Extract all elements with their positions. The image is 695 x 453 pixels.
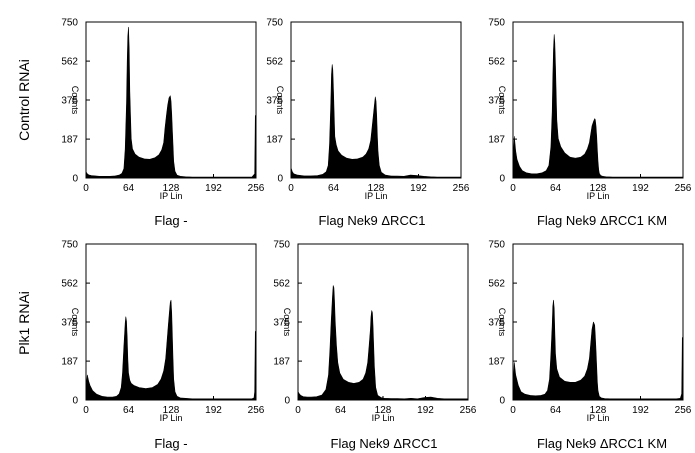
y-axis-label: Counts <box>70 86 80 115</box>
caption-flag-nek9-drcc1-km-row2: Flag Nek9 ΔRCC1 KM <box>537 436 667 451</box>
x-axis-label: IP Lin <box>587 191 610 201</box>
y-tick-label: 0 <box>499 396 505 407</box>
y-tick-label: 187 <box>488 135 505 146</box>
histogram-panels: 0 187 375 562 750 0 64 128 192 256 IP Lin Counts 0 18… <box>61 18 691 424</box>
histogram-fill <box>512 34 684 179</box>
x-tick-label: 128 <box>163 405 180 416</box>
plot-frame <box>512 243 684 401</box>
x-tick-label: 64 <box>550 183 562 194</box>
y-axis-label: Counts <box>497 308 507 337</box>
histogram-fill <box>512 299 684 401</box>
x-tick-label: 0 <box>288 183 294 194</box>
y-tick-label: 187 <box>488 357 505 368</box>
x-tick-label: 256 <box>453 183 470 194</box>
histogram-fill <box>290 64 462 179</box>
x-tick-label: 256 <box>675 405 692 416</box>
y-tick-label: 750 <box>61 240 78 251</box>
x-tick-label: 64 <box>550 405 562 416</box>
x-tick-label: 64 <box>335 405 347 416</box>
x-tick-label: 192 <box>205 183 222 194</box>
y-tick-label: 750 <box>61 18 78 29</box>
caption-flag-nek9-drcc1-row2: Flag Nek9 ΔRCC1 <box>331 436 438 451</box>
y-tick-label: 750 <box>488 18 505 29</box>
x-tick-label: 0 <box>83 405 89 416</box>
x-tick-label: 0 <box>510 183 516 194</box>
x-tick-label: 256 <box>248 405 265 416</box>
x-tick-label: 192 <box>632 405 649 416</box>
row-label-plk1-rnai: Plk1 RNAi <box>16 291 32 355</box>
x-tick-label: 192 <box>417 405 434 416</box>
x-axis-label: IP Lin <box>160 191 183 201</box>
y-tick-label: 375 <box>488 96 505 107</box>
x-tick-label: 64 <box>123 405 135 416</box>
x-tick-label: 64 <box>123 183 135 194</box>
x-tick-label: 256 <box>675 183 692 194</box>
y-tick-label: 0 <box>284 396 290 407</box>
x-tick-label: 128 <box>375 405 392 416</box>
y-tick-label: 562 <box>61 279 78 290</box>
row-label-control-rnai: Control RNAi <box>16 59 32 141</box>
x-tick-label: 0 <box>83 183 89 194</box>
y-tick-label: 750 <box>266 18 283 29</box>
x-tick-label: 128 <box>590 405 607 416</box>
histogram-panel: 0 187 375 562 750 0 64 128 192 256 IP Lin Counts <box>61 18 264 202</box>
y-tick-label: 0 <box>499 174 505 185</box>
y-tick-label: 0 <box>277 174 283 185</box>
y-axis-label: Counts <box>275 86 285 115</box>
histogram-panel: 0 187 375 562 750 0 64 128 192 256 IP Lin Counts <box>273 240 476 424</box>
y-axis-label: Counts <box>497 86 507 115</box>
histogram-panel: 0 187 375 562 750 0 64 128 192 256 IP Lin Counts <box>488 18 691 202</box>
y-axis-label: Counts <box>282 308 292 337</box>
y-tick-label: 187 <box>273 357 290 368</box>
x-axis-label: IP Lin <box>365 191 388 201</box>
y-tick-label: 375 <box>266 96 283 107</box>
caption-flag-empty-row2: Flag - <box>154 436 187 451</box>
x-tick-label: 192 <box>410 183 427 194</box>
y-tick-label: 375 <box>61 96 78 107</box>
y-tick-label: 750 <box>273 240 290 251</box>
y-tick-label: 562 <box>273 279 290 290</box>
y-axis-label: Counts <box>70 308 80 337</box>
x-tick-label: 0 <box>510 405 516 416</box>
histogram-fill <box>85 26 257 179</box>
histogram-fill <box>85 299 257 401</box>
x-tick-label: 128 <box>163 183 180 194</box>
y-tick-label: 0 <box>72 396 78 407</box>
histogram-panel: 0 187 375 562 750 0 64 128 192 256 IP Lin Counts <box>488 240 691 424</box>
histogram-panel: 0 187 375 562 750 0 64 128 192 256 IP Lin Counts <box>266 18 469 202</box>
x-tick-label: 128 <box>590 183 607 194</box>
x-tick-label: 0 <box>295 405 301 416</box>
y-tick-label: 0 <box>72 174 78 185</box>
x-tick-label: 256 <box>460 405 477 416</box>
y-tick-label: 187 <box>61 135 78 146</box>
y-tick-label: 562 <box>488 279 505 290</box>
plot-frame <box>512 21 684 179</box>
caption-flag-nek9-drcc1-km-row1: Flag Nek9 ΔRCC1 KM <box>537 213 667 228</box>
y-tick-label: 750 <box>488 240 505 251</box>
x-axis-label: IP Lin <box>372 413 395 423</box>
x-tick-label: 192 <box>632 183 649 194</box>
y-tick-label: 187 <box>266 135 283 146</box>
y-tick-label: 375 <box>61 318 78 329</box>
x-tick-label: 192 <box>205 405 222 416</box>
y-tick-label: 375 <box>273 318 290 329</box>
y-tick-label: 562 <box>61 57 78 68</box>
x-tick-label: 128 <box>368 183 385 194</box>
histogram-panel: 0 187 375 562 750 0 64 128 192 256 IP Lin Counts <box>61 240 264 424</box>
x-axis-label: IP Lin <box>587 413 610 423</box>
x-axis-label: IP Lin <box>160 413 183 423</box>
y-tick-label: 562 <box>488 57 505 68</box>
caption-flag-nek9-drcc1-row1: Flag Nek9 ΔRCC1 <box>319 213 426 228</box>
y-tick-label: 562 <box>266 57 283 68</box>
x-tick-label: 256 <box>248 183 265 194</box>
y-tick-label: 187 <box>61 357 78 368</box>
histogram-fill <box>297 285 469 401</box>
caption-flag-empty-row1: Flag - <box>154 213 187 228</box>
x-tick-label: 64 <box>328 183 340 194</box>
y-tick-label: 375 <box>488 318 505 329</box>
plot-frame <box>297 243 469 401</box>
